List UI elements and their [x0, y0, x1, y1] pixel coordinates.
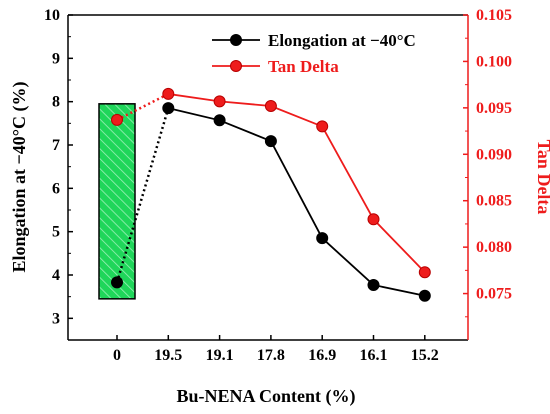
data-point [316, 120, 329, 133]
series-line [168, 107, 425, 297]
plot-area: 3 4 5 6 7 8 9 10 0.075 0.080 0.085 0.090 0.095 0.100 0… [44, 7, 512, 364]
x-tick-label: 19.5 [154, 347, 182, 364]
x-tick-label: 16.9 [308, 347, 336, 364]
legend-label: Tan Delta [268, 57, 339, 76]
data-point [418, 266, 431, 279]
legend-marker [230, 34, 242, 46]
x-axis-title: Bu-NENA Content (%) [176, 386, 355, 407]
x-tick-label: 16.1 [360, 347, 388, 364]
data-point [213, 95, 226, 108]
y-tick-label: 5 [52, 224, 60, 241]
data-point [316, 232, 329, 245]
y2-tick-label: 0.090 [476, 146, 512, 163]
series-line [168, 93, 426, 273]
y-tick-label: 3 [52, 310, 60, 327]
data-point [111, 113, 123, 126]
y-tick-label: 4 [52, 267, 60, 284]
y-tick-label: 7 [52, 137, 60, 154]
y2-axis-title: Tan Delta [534, 140, 550, 215]
x-tick-label: 19.1 [206, 347, 234, 364]
y2-tick-label: 0.105 [476, 7, 512, 24]
data-point [264, 100, 277, 112]
y-tick-label: 10 [44, 7, 60, 24]
data-point [162, 87, 175, 100]
y-axis-title: Elongation at −40°C (%) [9, 82, 30, 273]
x-tick-label: 0 [113, 347, 121, 364]
y2-tick-label: 0.095 [476, 100, 512, 117]
data-point [264, 135, 277, 148]
legend-label: Elongation at −40°C [268, 31, 416, 50]
data-point [367, 213, 380, 226]
y2-tick-label: 0.085 [476, 193, 512, 210]
x-tick-label: 17.8 [257, 347, 285, 364]
series-connector [115, 107, 170, 283]
data-point [111, 276, 123, 289]
y-tick-label: 8 [52, 94, 60, 111]
y2-tick-label: 0.100 [476, 53, 512, 70]
x-tick-label: 15.2 [411, 347, 439, 364]
y2-tick-label: 0.080 [476, 239, 512, 256]
y2-tick-label: 0.075 [476, 286, 512, 303]
data-point [418, 289, 431, 302]
data-point [162, 102, 175, 115]
highlight-box [98, 103, 136, 300]
data-point [367, 278, 380, 291]
y-tick-label: 9 [52, 50, 60, 67]
y-tick-label: 6 [52, 180, 60, 197]
legend-marker [230, 60, 242, 72]
data-point [213, 114, 226, 127]
